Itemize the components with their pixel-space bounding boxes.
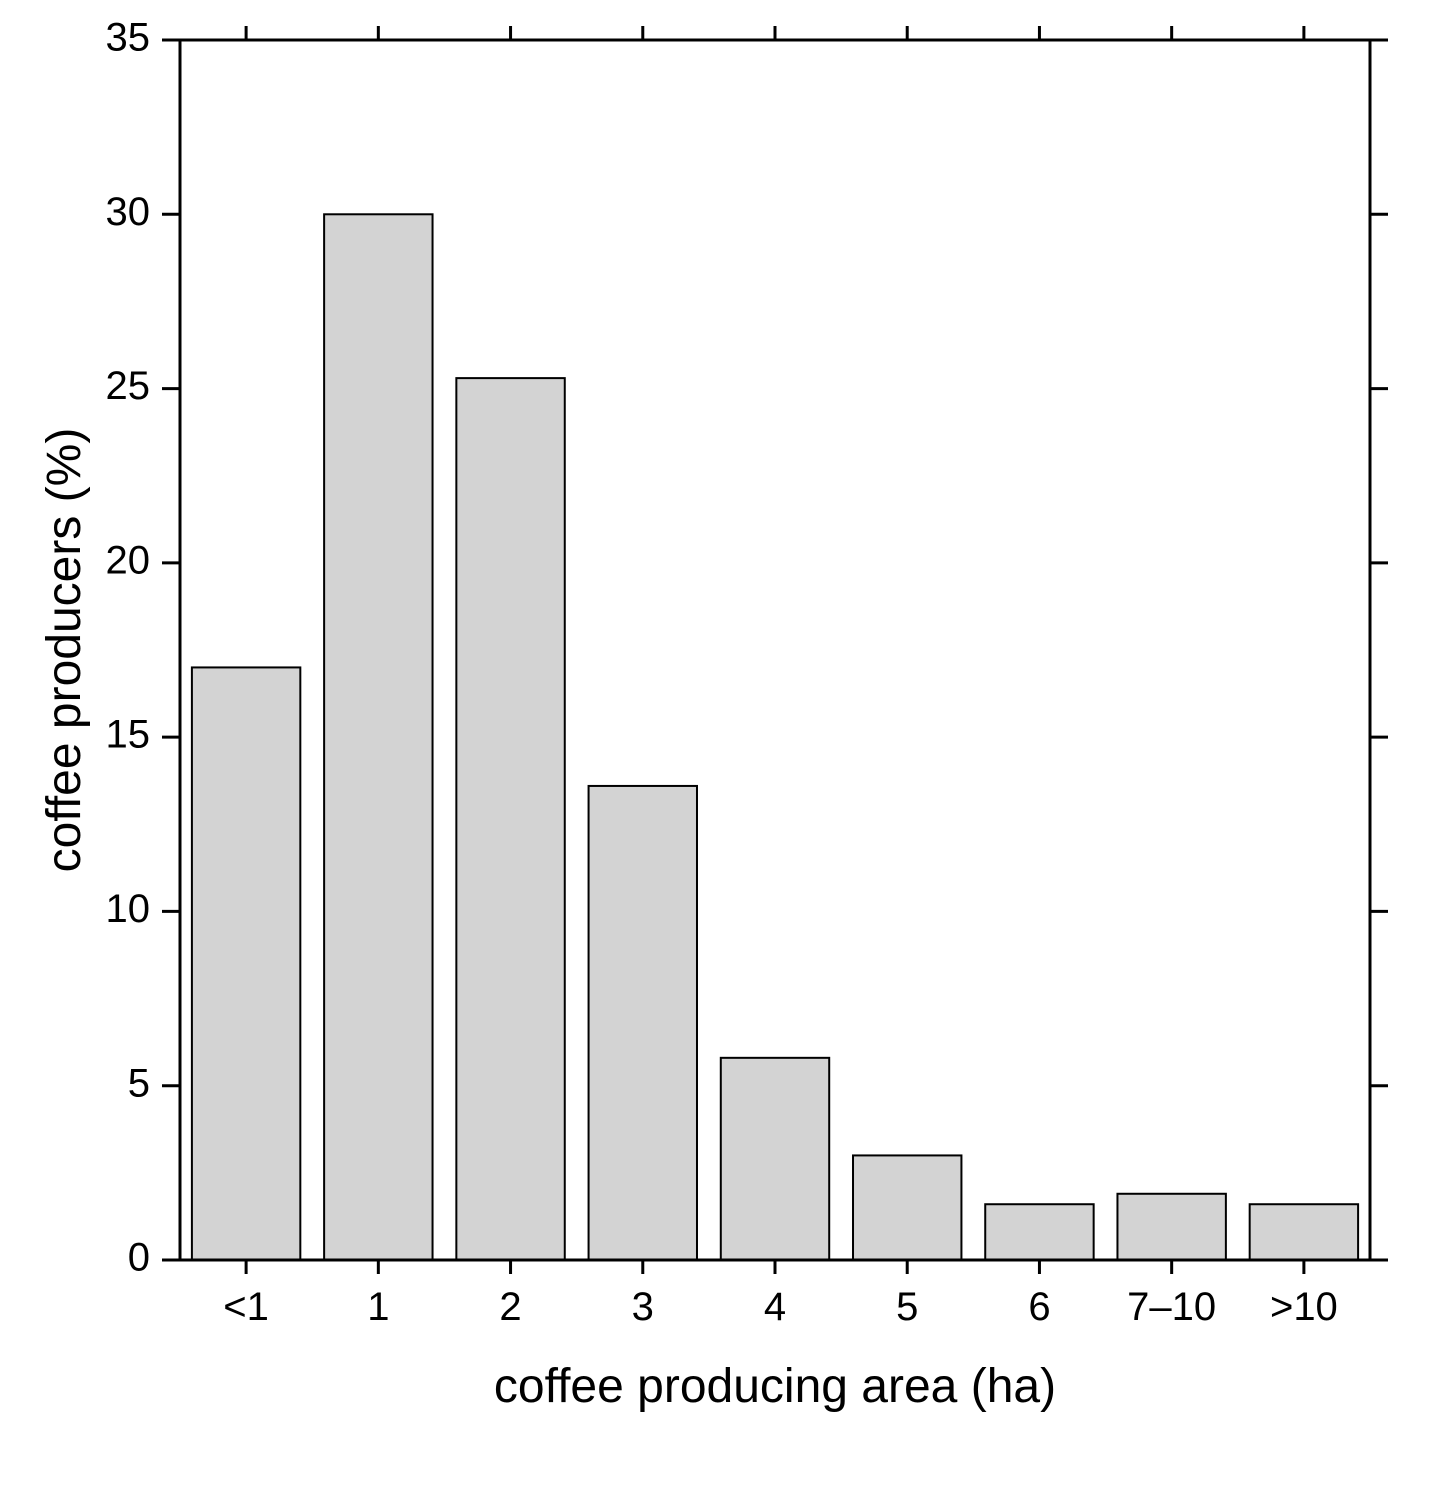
y-tick-label: 35 xyxy=(106,16,151,60)
y-tick-label: 0 xyxy=(128,1236,150,1280)
x-axis-title: coffee producing area (ha) xyxy=(494,1360,1056,1413)
bar xyxy=(192,667,300,1260)
y-axis-title: coffee producers (%) xyxy=(38,428,91,873)
y-tick-label: 25 xyxy=(106,364,151,408)
x-tick-label: 7–10 xyxy=(1127,1285,1216,1329)
bar xyxy=(456,378,564,1260)
bar xyxy=(324,214,432,1260)
x-tick-label: <1 xyxy=(223,1285,269,1329)
bar xyxy=(1117,1194,1225,1260)
x-tick-label: 3 xyxy=(632,1285,654,1329)
x-tick-label: 2 xyxy=(499,1285,521,1329)
chart-svg: 0 5 10 15 20 25 30 35 <1 1 2 3 4 5 6 7–10 >10 coffee prod… xyxy=(0,0,1433,1485)
y-tick-label: 15 xyxy=(106,713,151,757)
bar xyxy=(1250,1204,1358,1260)
x-tick-label: 1 xyxy=(367,1285,389,1329)
bar xyxy=(721,1058,829,1260)
y-tick-label: 10 xyxy=(106,887,151,931)
bar xyxy=(589,786,697,1260)
x-tick-label: 6 xyxy=(1028,1285,1050,1329)
y-tick-label: 5 xyxy=(128,1061,150,1105)
bar-chart: 0 5 10 15 20 25 30 35 <1 1 2 3 4 5 6 7–10 >10 coffee prod… xyxy=(0,0,1433,1485)
bar xyxy=(853,1155,961,1260)
y-tick-label: 20 xyxy=(106,538,151,582)
y-tick-label: 30 xyxy=(106,190,151,234)
x-tick-label: >10 xyxy=(1270,1285,1338,1329)
x-tick-label: 4 xyxy=(764,1285,786,1329)
bar xyxy=(985,1204,1093,1260)
x-tick-label: 5 xyxy=(896,1285,918,1329)
